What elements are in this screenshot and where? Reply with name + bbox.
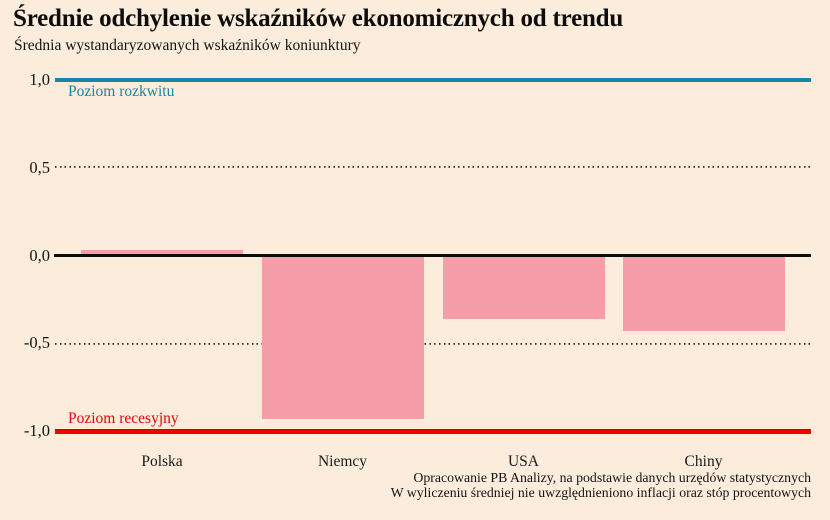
boom-line-label: Poziom rozkwitu [68, 83, 175, 100]
recession-reference-line [55, 429, 811, 434]
boom-reference-line [55, 78, 811, 82]
y-tick-label: 0,5 [29, 157, 50, 177]
source-note: Opracowanie PB Analizy, na podstawie dan… [291, 470, 811, 500]
y-tick-label: 1,0 [29, 70, 50, 89]
chart-title: Średnie odchylenie wskaźników ekonomiczn… [13, 5, 624, 32]
bar-polska [81, 250, 243, 256]
zero-axis-line [54, 254, 811, 257]
x-axis-label-niemcy: Niemcy [317, 453, 368, 470]
gridline-minus-05 [55, 343, 811, 345]
gridline-plus-05 [55, 166, 811, 168]
x-axis-label-usa: USA [507, 453, 539, 470]
y-tick-label: -1,0 [23, 421, 50, 440]
bar-usa [442, 255, 605, 319]
y-tick-label: 0,0 [29, 245, 50, 265]
y-tick-label: -0,5 [23, 333, 50, 353]
chart-subtitle: Średnia wystandaryzowanych wskaźników ko… [14, 37, 361, 54]
bar-niemcy [261, 255, 424, 419]
x-axis-label-polska: Polska [141, 453, 183, 470]
source-note-line1: Opracowanie PB Analizy, na podstawie dan… [413, 470, 811, 485]
x-axis-label-chiny: Chiny [684, 453, 723, 470]
recession-line-label: Poziom recesyjny [68, 410, 179, 427]
bar-chiny [622, 255, 785, 331]
source-note-line2: W wyliczeniu średniej nie uwzględnienion… [390, 484, 811, 500]
